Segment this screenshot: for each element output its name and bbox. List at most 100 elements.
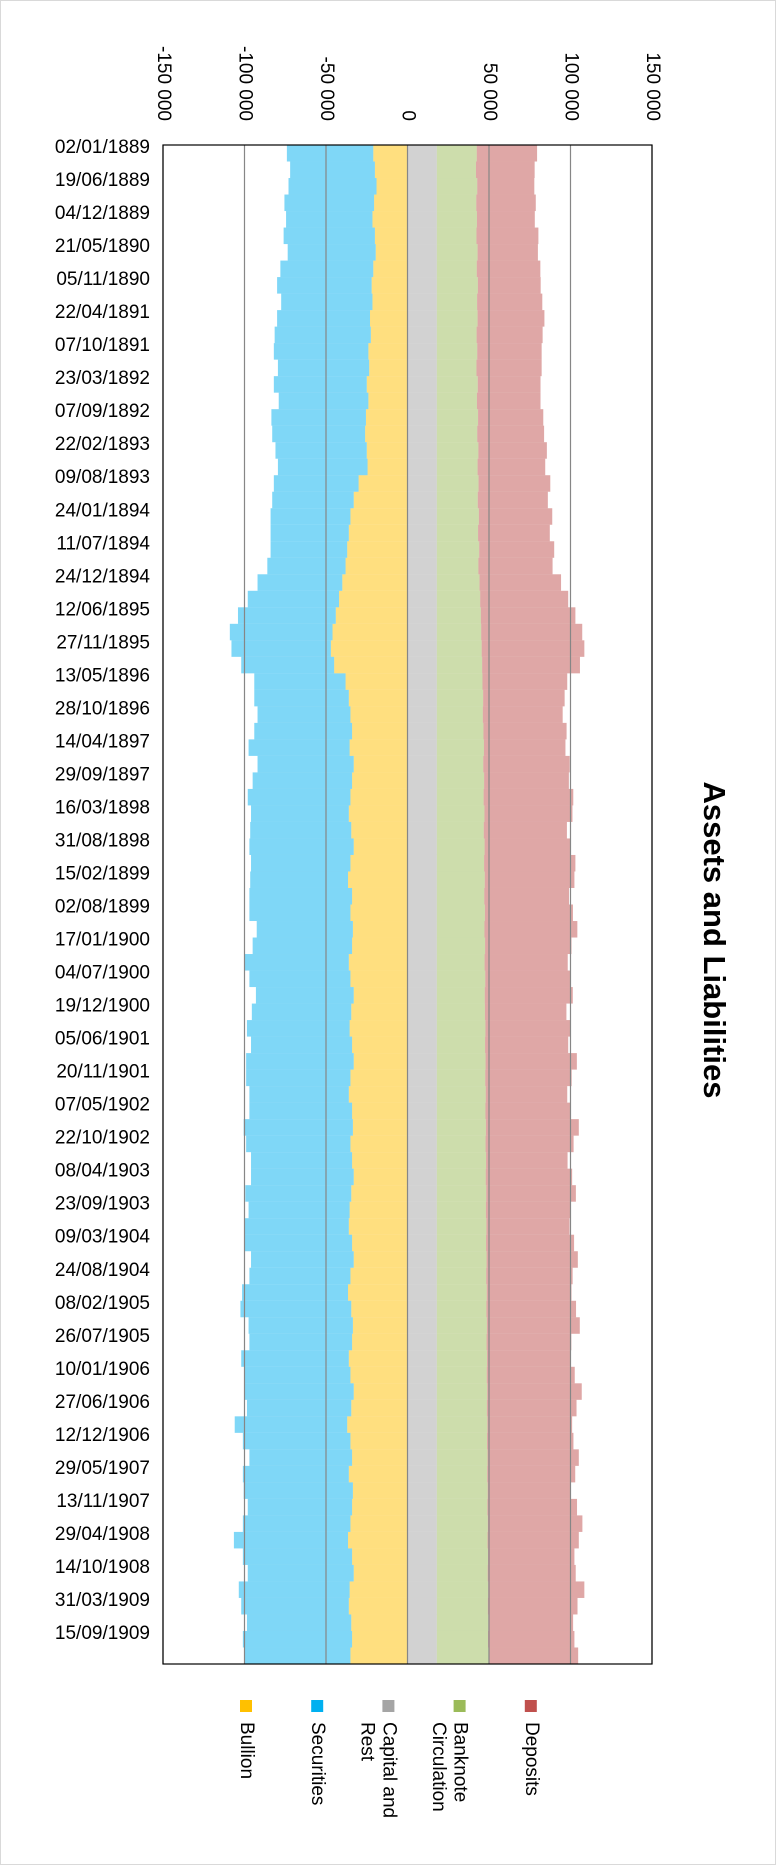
y-tick-label: 02/01/1889 — [55, 137, 150, 158]
bar — [436, 458, 478, 476]
bar — [477, 244, 538, 261]
bar — [436, 722, 484, 740]
bar — [374, 161, 408, 179]
bar — [436, 640, 482, 657]
bar — [436, 409, 479, 426]
bar — [407, 1251, 437, 1268]
bar — [270, 508, 351, 525]
bar — [407, 673, 437, 690]
bar — [436, 937, 486, 955]
bar — [484, 921, 578, 938]
bar — [436, 1399, 487, 1417]
bar — [407, 871, 437, 888]
bar — [483, 739, 566, 756]
y-tick-label: 27/11/1895 — [56, 632, 150, 653]
bar — [353, 1251, 408, 1268]
bars — [229, 145, 585, 1664]
bar — [407, 1284, 437, 1301]
bar — [407, 1086, 437, 1103]
bar — [350, 1432, 408, 1450]
bar — [407, 1399, 437, 1417]
bar — [252, 937, 353, 955]
bar — [345, 673, 408, 690]
y-tick-label: 14/04/1897 — [55, 731, 150, 752]
bar — [348, 1597, 408, 1615]
bar — [407, 326, 437, 344]
bar — [350, 1267, 408, 1285]
bar — [407, 706, 437, 723]
y-tick-label: 10/01/1906 — [55, 1359, 150, 1380]
bar — [352, 1449, 408, 1466]
bar — [407, 359, 437, 377]
bar — [352, 1119, 408, 1136]
bar — [353, 1168, 408, 1186]
y-tick-label: 08/02/1905 — [55, 1293, 150, 1314]
bar — [350, 1647, 408, 1664]
bar — [407, 1317, 437, 1334]
legend-swatch — [311, 1700, 324, 1712]
bar — [487, 1416, 573, 1433]
y-tick-label: 11/07/1894 — [56, 533, 150, 554]
bar — [436, 1531, 488, 1549]
bar — [407, 1630, 437, 1648]
bar — [436, 921, 485, 938]
bar — [407, 1465, 437, 1483]
bar — [477, 343, 542, 360]
bar — [436, 244, 478, 261]
bar — [407, 475, 437, 492]
bar — [407, 656, 437, 674]
bar — [252, 772, 353, 789]
bar — [365, 425, 408, 443]
legend-label: Capital andRest — [357, 1722, 400, 1818]
bar — [350, 970, 408, 988]
bar — [436, 508, 479, 525]
bar — [349, 739, 408, 756]
bar — [407, 1597, 437, 1615]
bar — [476, 211, 535, 228]
bar — [350, 1515, 408, 1532]
legend-swatch — [453, 1700, 466, 1712]
bar — [243, 1482, 353, 1499]
bar — [407, 442, 437, 459]
bar — [407, 1069, 437, 1087]
bar — [352, 772, 408, 789]
bar — [436, 1482, 488, 1499]
bar — [436, 1449, 488, 1466]
bar — [407, 524, 437, 542]
bar — [436, 1135, 486, 1153]
bar — [251, 1003, 352, 1021]
bar — [436, 293, 478, 311]
bar — [352, 1234, 408, 1252]
bar — [273, 475, 359, 492]
bar — [290, 161, 375, 179]
bar — [407, 1482, 437, 1499]
bar — [407, 1020, 437, 1037]
bar — [436, 1564, 488, 1582]
bar — [436, 1020, 486, 1037]
bar — [485, 1086, 568, 1103]
bar — [407, 954, 437, 971]
bar — [407, 1581, 437, 1598]
bar — [478, 442, 547, 459]
bar — [234, 1416, 348, 1433]
bar — [358, 475, 408, 492]
bar — [436, 854, 485, 872]
bar — [255, 987, 354, 1004]
bar — [407, 887, 437, 905]
bar — [244, 1647, 351, 1664]
bar — [241, 1597, 349, 1615]
bar — [272, 491, 354, 509]
bar — [351, 821, 408, 839]
bar — [436, 838, 485, 855]
bar — [339, 590, 408, 608]
bar — [348, 954, 408, 971]
bar — [275, 442, 367, 459]
bar — [407, 1201, 437, 1219]
bar — [436, 1185, 487, 1202]
bar — [436, 1102, 486, 1120]
bar — [407, 904, 437, 922]
bar — [407, 772, 437, 789]
y-tick-label: 19/12/1900 — [55, 996, 150, 1017]
bar — [407, 1449, 437, 1466]
